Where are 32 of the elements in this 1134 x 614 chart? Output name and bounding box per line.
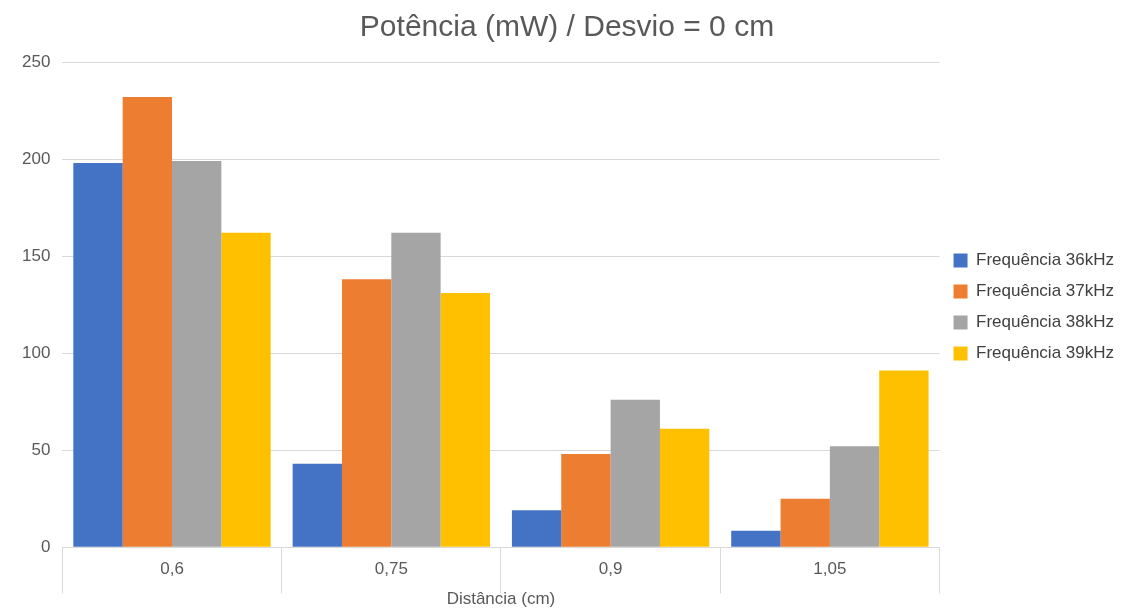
chart-title: Potência (mW) / Desvio = 0 cm bbox=[359, 9, 775, 43]
y-tick-label: 100 bbox=[21, 342, 51, 362]
bar bbox=[829, 446, 880, 547]
legend-label: Frequência 37kHz bbox=[976, 281, 1115, 301]
bar bbox=[780, 498, 830, 547]
x-axis-title: Distância (cm) bbox=[446, 589, 556, 609]
bar bbox=[659, 428, 710, 547]
y-tick-label: 250 bbox=[21, 51, 51, 71]
bar bbox=[172, 160, 222, 547]
x-tick-label: 0,9 bbox=[598, 559, 623, 579]
bar bbox=[610, 399, 660, 547]
x-tick-label: 0,75 bbox=[374, 559, 408, 579]
bar bbox=[561, 454, 611, 547]
bar bbox=[221, 232, 271, 547]
legend-label: Frequência 36kHz bbox=[976, 250, 1115, 270]
y-tick-label: 50 bbox=[31, 439, 51, 459]
x-tick-label: 1,05 bbox=[813, 559, 847, 579]
legend-label: Frequência 38kHz bbox=[976, 312, 1115, 332]
legend-label: Frequência 39kHz bbox=[976, 343, 1115, 363]
bar bbox=[440, 292, 490, 547]
bar bbox=[879, 370, 929, 547]
bar bbox=[341, 279, 392, 547]
y-tick-label: 0 bbox=[40, 536, 51, 556]
x-tick-label: 0,6 bbox=[160, 559, 184, 579]
y-tick-label: 200 bbox=[21, 148, 51, 168]
bar bbox=[511, 510, 562, 547]
y-tick-label: 150 bbox=[21, 245, 51, 265]
bar bbox=[73, 162, 123, 547]
bar bbox=[122, 96, 173, 547]
bar bbox=[391, 232, 441, 547]
bar bbox=[292, 463, 342, 547]
bar bbox=[731, 530, 781, 547]
